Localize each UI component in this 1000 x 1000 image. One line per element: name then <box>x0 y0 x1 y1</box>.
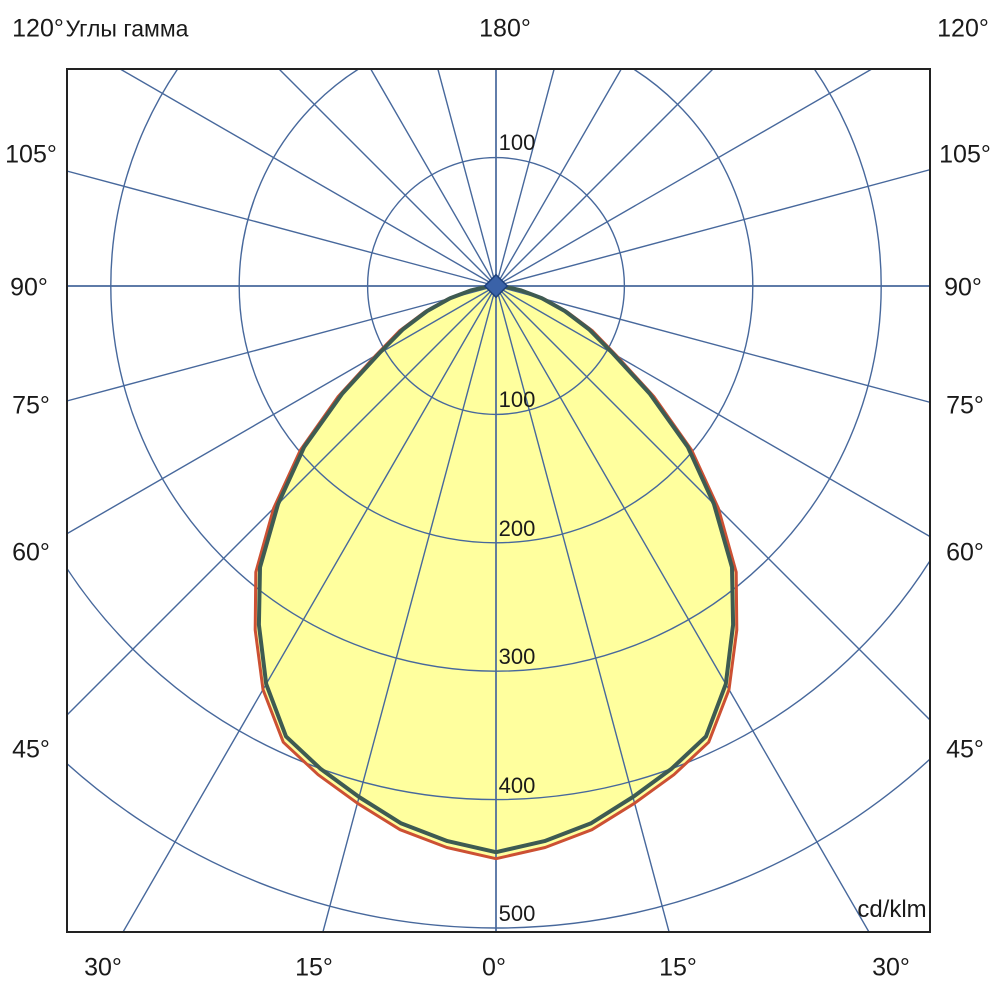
grid-ray-105 <box>495 168 930 287</box>
gamma-angle-label: 90° <box>944 273 982 302</box>
grid-ray-255 <box>67 170 497 287</box>
grid-ray-210 <box>369 69 497 287</box>
gamma-angle-label: 75° <box>12 391 50 420</box>
gamma-angle-label: 180° <box>479 14 531 43</box>
gamma-angle-label: 75° <box>946 391 984 420</box>
grid-ray-225 <box>278 69 497 287</box>
gamma-angle-label: 120° <box>12 14 64 43</box>
grid-ray-285 <box>67 285 497 402</box>
gamma-angle-label: 30° <box>84 953 122 982</box>
grid-ray-60 <box>495 285 930 538</box>
chart-frame <box>66 68 931 933</box>
grid-ray-315 <box>67 285 497 716</box>
gamma-angle-label: 30° <box>872 953 910 982</box>
grid-ray-150 <box>495 69 623 287</box>
grid-ray-195 <box>437 69 497 287</box>
grid-ray-345 <box>322 285 497 932</box>
gamma-angle-label: 45° <box>12 735 50 764</box>
grid-ray-165 <box>495 69 555 287</box>
gamma-angle-label: 90° <box>10 273 48 302</box>
grid-ray-30 <box>495 285 870 932</box>
intensity-tick-label: 500 <box>498 901 536 926</box>
gamma-angle-label: 105° <box>939 140 991 169</box>
gamma-angle-label: 0° <box>482 953 506 982</box>
grid-ray-120 <box>495 69 874 287</box>
intensity-tick-label: 300 <box>498 644 536 669</box>
intensity-tick-label: 200 <box>498 516 536 541</box>
unit-label: cd/klm <box>857 896 927 923</box>
chart-title: Углы гамма <box>65 15 189 42</box>
grid-ray-45 <box>495 285 930 721</box>
gamma-angle-label: 105° <box>5 140 57 169</box>
grid-ray-240 <box>118 69 497 287</box>
intensity-tick-label: 400 <box>498 773 536 798</box>
gamma-angle-label: 120° <box>937 14 989 43</box>
gamma-angle-label: 15° <box>659 953 697 982</box>
grid-ray-300 <box>67 285 497 535</box>
grid-ray-15 <box>495 285 670 932</box>
gamma-angle-label: 60° <box>12 538 50 567</box>
intensity-tick-label: 100 <box>498 130 536 155</box>
grid-ray-330 <box>122 285 497 932</box>
intensity-curve-inner <box>256 284 736 855</box>
gamma-angle-label: 45° <box>946 735 984 764</box>
pole-marker <box>483 273 509 299</box>
grid-ray-75 <box>495 285 930 404</box>
gamma-angle-label: 60° <box>946 538 984 567</box>
intensity-tick-label: 100 <box>498 387 536 412</box>
grid-ray-135 <box>495 69 714 287</box>
gamma-angle-label: 15° <box>295 953 333 982</box>
